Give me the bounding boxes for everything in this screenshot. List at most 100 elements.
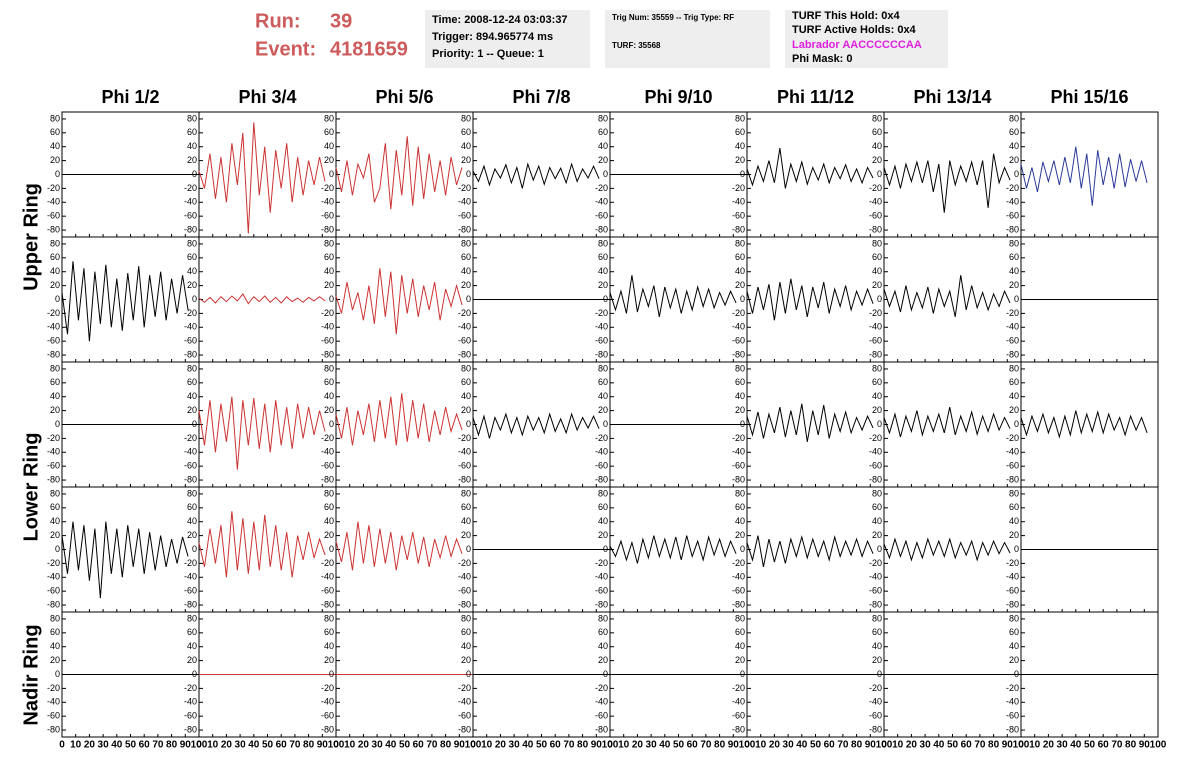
waveform [61, 521, 189, 599]
y-tick-label: 40 [50, 266, 60, 276]
y-tick-label: -80 [184, 224, 197, 234]
y-tick-label: 80 [461, 363, 471, 373]
x-tick-label: 10 [618, 740, 630, 751]
x-tick-label: 0 [881, 740, 887, 751]
y-tick-label: 40 [324, 391, 334, 401]
y-tick-label: 0 [329, 294, 334, 304]
y-tick-label: 60 [735, 502, 745, 512]
y-tick-label: 20 [461, 155, 471, 165]
y-tick-label: -20 [869, 183, 882, 193]
x-tick-label: 80 [440, 740, 452, 751]
y-tick-label: 40 [598, 141, 608, 151]
y-tick-label: 80 [598, 613, 608, 623]
y-tick-label: 80 [50, 488, 60, 498]
y-tick-label: -20 [732, 433, 745, 443]
x-tick-label: 90 [180, 740, 192, 751]
x-tick-label: 100 [876, 740, 893, 751]
y-tick-label: 0 [192, 419, 197, 429]
waveform [335, 268, 463, 335]
y-tick-label: -60 [458, 711, 471, 721]
y-tick-label: 60 [461, 502, 471, 512]
x-tick-label: 90 [591, 740, 603, 751]
y-tick-label: 80 [872, 113, 882, 123]
row-label: Nadir Ring [20, 624, 42, 725]
y-tick-label: -20 [321, 183, 334, 193]
y-tick-label: 60 [1009, 252, 1019, 262]
y-tick-label: -60 [321, 336, 334, 346]
y-tick-label: -60 [184, 711, 197, 721]
y-tick-label: 80 [735, 363, 745, 373]
y-tick-label: 40 [735, 641, 745, 651]
x-tick-label: 90 [728, 740, 740, 751]
y-tick-label: 40 [461, 266, 471, 276]
y-tick-label: -60 [184, 211, 197, 221]
run-label: Run: [255, 10, 301, 32]
y-tick-label: 80 [735, 488, 745, 498]
y-tick-label: -40 [458, 197, 471, 207]
waveform [883, 407, 1011, 438]
x-tick-label: 30 [509, 740, 521, 751]
x-tick-label: 40 [385, 740, 397, 751]
x-tick-label: 0 [744, 740, 750, 751]
y-tick-label: -80 [595, 224, 608, 234]
x-tick-label: 10 [1029, 740, 1041, 751]
y-tick-label: -40 [184, 697, 197, 707]
y-tick-label: 20 [461, 405, 471, 415]
y-tick-label: 40 [598, 266, 608, 276]
y-tick-label: 40 [735, 391, 745, 401]
y-tick-label: 20 [598, 155, 608, 165]
x-tick-label: 0 [59, 740, 65, 751]
y-tick-label: -60 [458, 336, 471, 346]
info-text: TURF Active Holds: 0x4 [792, 24, 917, 36]
y-tick-label: 20 [1009, 155, 1019, 165]
y-tick-label: 0 [740, 419, 745, 429]
y-tick-label: 80 [1009, 238, 1019, 248]
y-tick-label: 60 [1009, 127, 1019, 137]
y-tick-label: 80 [324, 488, 334, 498]
y-tick-label: -40 [47, 447, 60, 457]
y-tick-label: -40 [458, 572, 471, 582]
y-tick-label: -80 [458, 474, 471, 484]
waveform [883, 537, 1011, 562]
y-tick-label: -40 [869, 572, 882, 582]
y-tick-label: 80 [324, 613, 334, 623]
y-tick-label: 40 [50, 516, 60, 526]
y-tick-label: -60 [184, 586, 197, 596]
y-tick-label: -20 [595, 683, 608, 693]
y-tick-label: 60 [1009, 502, 1019, 512]
y-tick-label: 60 [872, 127, 882, 137]
y-tick-label: -80 [869, 224, 882, 234]
column-title: Phi 5/6 [375, 87, 433, 107]
y-tick-label: 0 [329, 169, 334, 179]
y-tick-label: -60 [47, 586, 60, 596]
y-tick-label: 40 [735, 266, 745, 276]
x-tick-label: 60 [413, 740, 425, 751]
event-number: 4181659 [330, 38, 408, 60]
y-tick-label: 40 [324, 516, 334, 526]
y-tick-label: -20 [458, 558, 471, 568]
x-tick-label: 20 [906, 740, 918, 751]
y-tick-label: 60 [598, 252, 608, 262]
x-tick-label: 40 [522, 740, 534, 751]
info-box [605, 10, 770, 68]
y-tick-label: 40 [598, 391, 608, 401]
column-title: Phi 13/14 [913, 87, 991, 107]
y-tick-label: 40 [50, 141, 60, 151]
y-tick-label: 60 [324, 627, 334, 637]
y-tick-label: 0 [466, 544, 471, 554]
y-tick-label: 60 [324, 252, 334, 262]
x-tick-label: 100 [328, 740, 345, 751]
y-tick-label: -80 [47, 224, 60, 234]
y-tick-label: 80 [735, 238, 745, 248]
y-tick-label: -80 [47, 724, 60, 734]
y-tick-label: 40 [872, 266, 882, 276]
y-tick-label: -20 [1006, 558, 1019, 568]
y-tick-label: 60 [461, 127, 471, 137]
y-tick-label: -60 [47, 461, 60, 471]
y-tick-label: 80 [598, 363, 608, 373]
y-tick-label: 0 [603, 169, 608, 179]
x-tick-label: 0 [470, 740, 476, 751]
y-tick-label: -80 [458, 224, 471, 234]
y-tick-label: -40 [595, 572, 608, 582]
x-tick-label: 100 [602, 740, 619, 751]
